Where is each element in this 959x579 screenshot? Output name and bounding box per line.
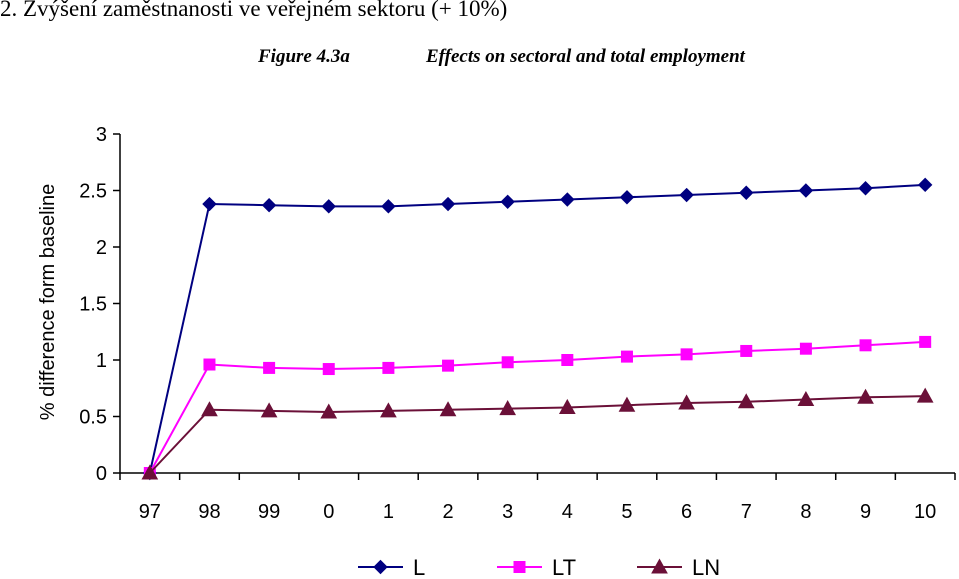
legend-marker-lt [513,561,526,573]
x-tick-label: 6 [681,501,692,523]
data-point-l [858,181,873,196]
data-point-lt [263,361,276,374]
chart-title: Effects on sectoral and total employment [426,46,745,67]
x-tick-label: 1 [383,501,394,523]
x-tick-label: 0 [323,501,334,523]
x-tick-label: 5 [621,501,632,523]
x-tick-label: 4 [562,501,573,523]
data-point-l [739,185,754,200]
data-point-ln [558,398,576,414]
data-point-lt [919,335,932,348]
data-point-lt [203,358,216,371]
data-point-lt [322,363,335,376]
data-point-lt [740,344,753,357]
data-point-l [321,199,336,214]
data-point-ln [141,464,159,480]
y-axis-label: % difference form baseline [37,184,59,420]
data-point-ln [260,402,278,418]
x-tick-label: 10 [914,501,936,523]
data-point-l [679,187,694,203]
data-point-l [560,192,575,207]
data-point-lt [620,350,633,363]
data-point-l [500,194,515,210]
chart-series [141,177,934,481]
y-tick-label: 2 [96,237,107,259]
y-tick-label: 2.5 [79,181,107,203]
legend-marker-ln [651,558,668,574]
data-point-l [261,197,277,213]
data-point-l [619,190,635,205]
data-point-ln [320,403,338,419]
data-point-lt [561,354,574,366]
x-tick-label: 7 [741,501,752,523]
series-line-ln [149,395,926,474]
data-point-lt [501,356,514,369]
y-tick-label: 0.5 [79,407,107,429]
data-point-ln [201,401,218,417]
data-point-ln [916,387,934,403]
data-point-ln [737,393,755,409]
data-point-l [202,196,217,212]
data-point-lt [442,359,455,372]
data-point-ln [499,400,517,416]
data-point-ln [439,401,457,417]
x-tick-label: 2 [442,501,453,523]
data-point-l [917,177,933,193]
legend-label-lt: LT [552,555,576,579]
series-line-l [148,183,926,474]
legend-marker-l [373,559,388,575]
data-point-lt [680,348,693,361]
y-tick-label: 1 [96,350,107,372]
y-tick-label: 0 [96,463,107,485]
data-point-lt [859,339,872,352]
figure-label: Figure 4.3a [258,46,350,67]
legend-label-l: L [413,555,425,579]
data-point-ln [678,394,695,410]
series-line-lt [148,340,926,474]
chart-axes: 0 0.5 1 1.5 2 2.5 3 97 98 99 0 1 2 3 4 5 6 7 8 9 10 [79,124,956,523]
x-tick-label: 9 [860,501,871,523]
data-point-l [440,196,456,212]
section-heading: 2. Zvýšení zaměstnanosti ve veřejném sek… [0,0,508,21]
legend-label-ln: LN [692,555,720,579]
x-tick-label: 98 [198,501,220,523]
y-tick-label: 3 [96,124,107,146]
data-point-ln [857,388,874,404]
x-tick-label: 8 [800,501,811,523]
x-tick-label: 97 [139,501,161,523]
x-tick-label: 99 [258,501,280,523]
x-tick-label: 3 [502,501,513,523]
data-point-ln [380,402,397,418]
data-point-ln [797,391,815,407]
data-point-l [798,183,814,198]
data-point-lt [382,361,395,374]
data-point-lt [799,342,812,355]
data-point-ln [618,396,636,412]
y-tick-label: 1.5 [79,294,107,316]
chart-legend: L LT LN [358,555,720,579]
data-point-l [381,199,396,214]
